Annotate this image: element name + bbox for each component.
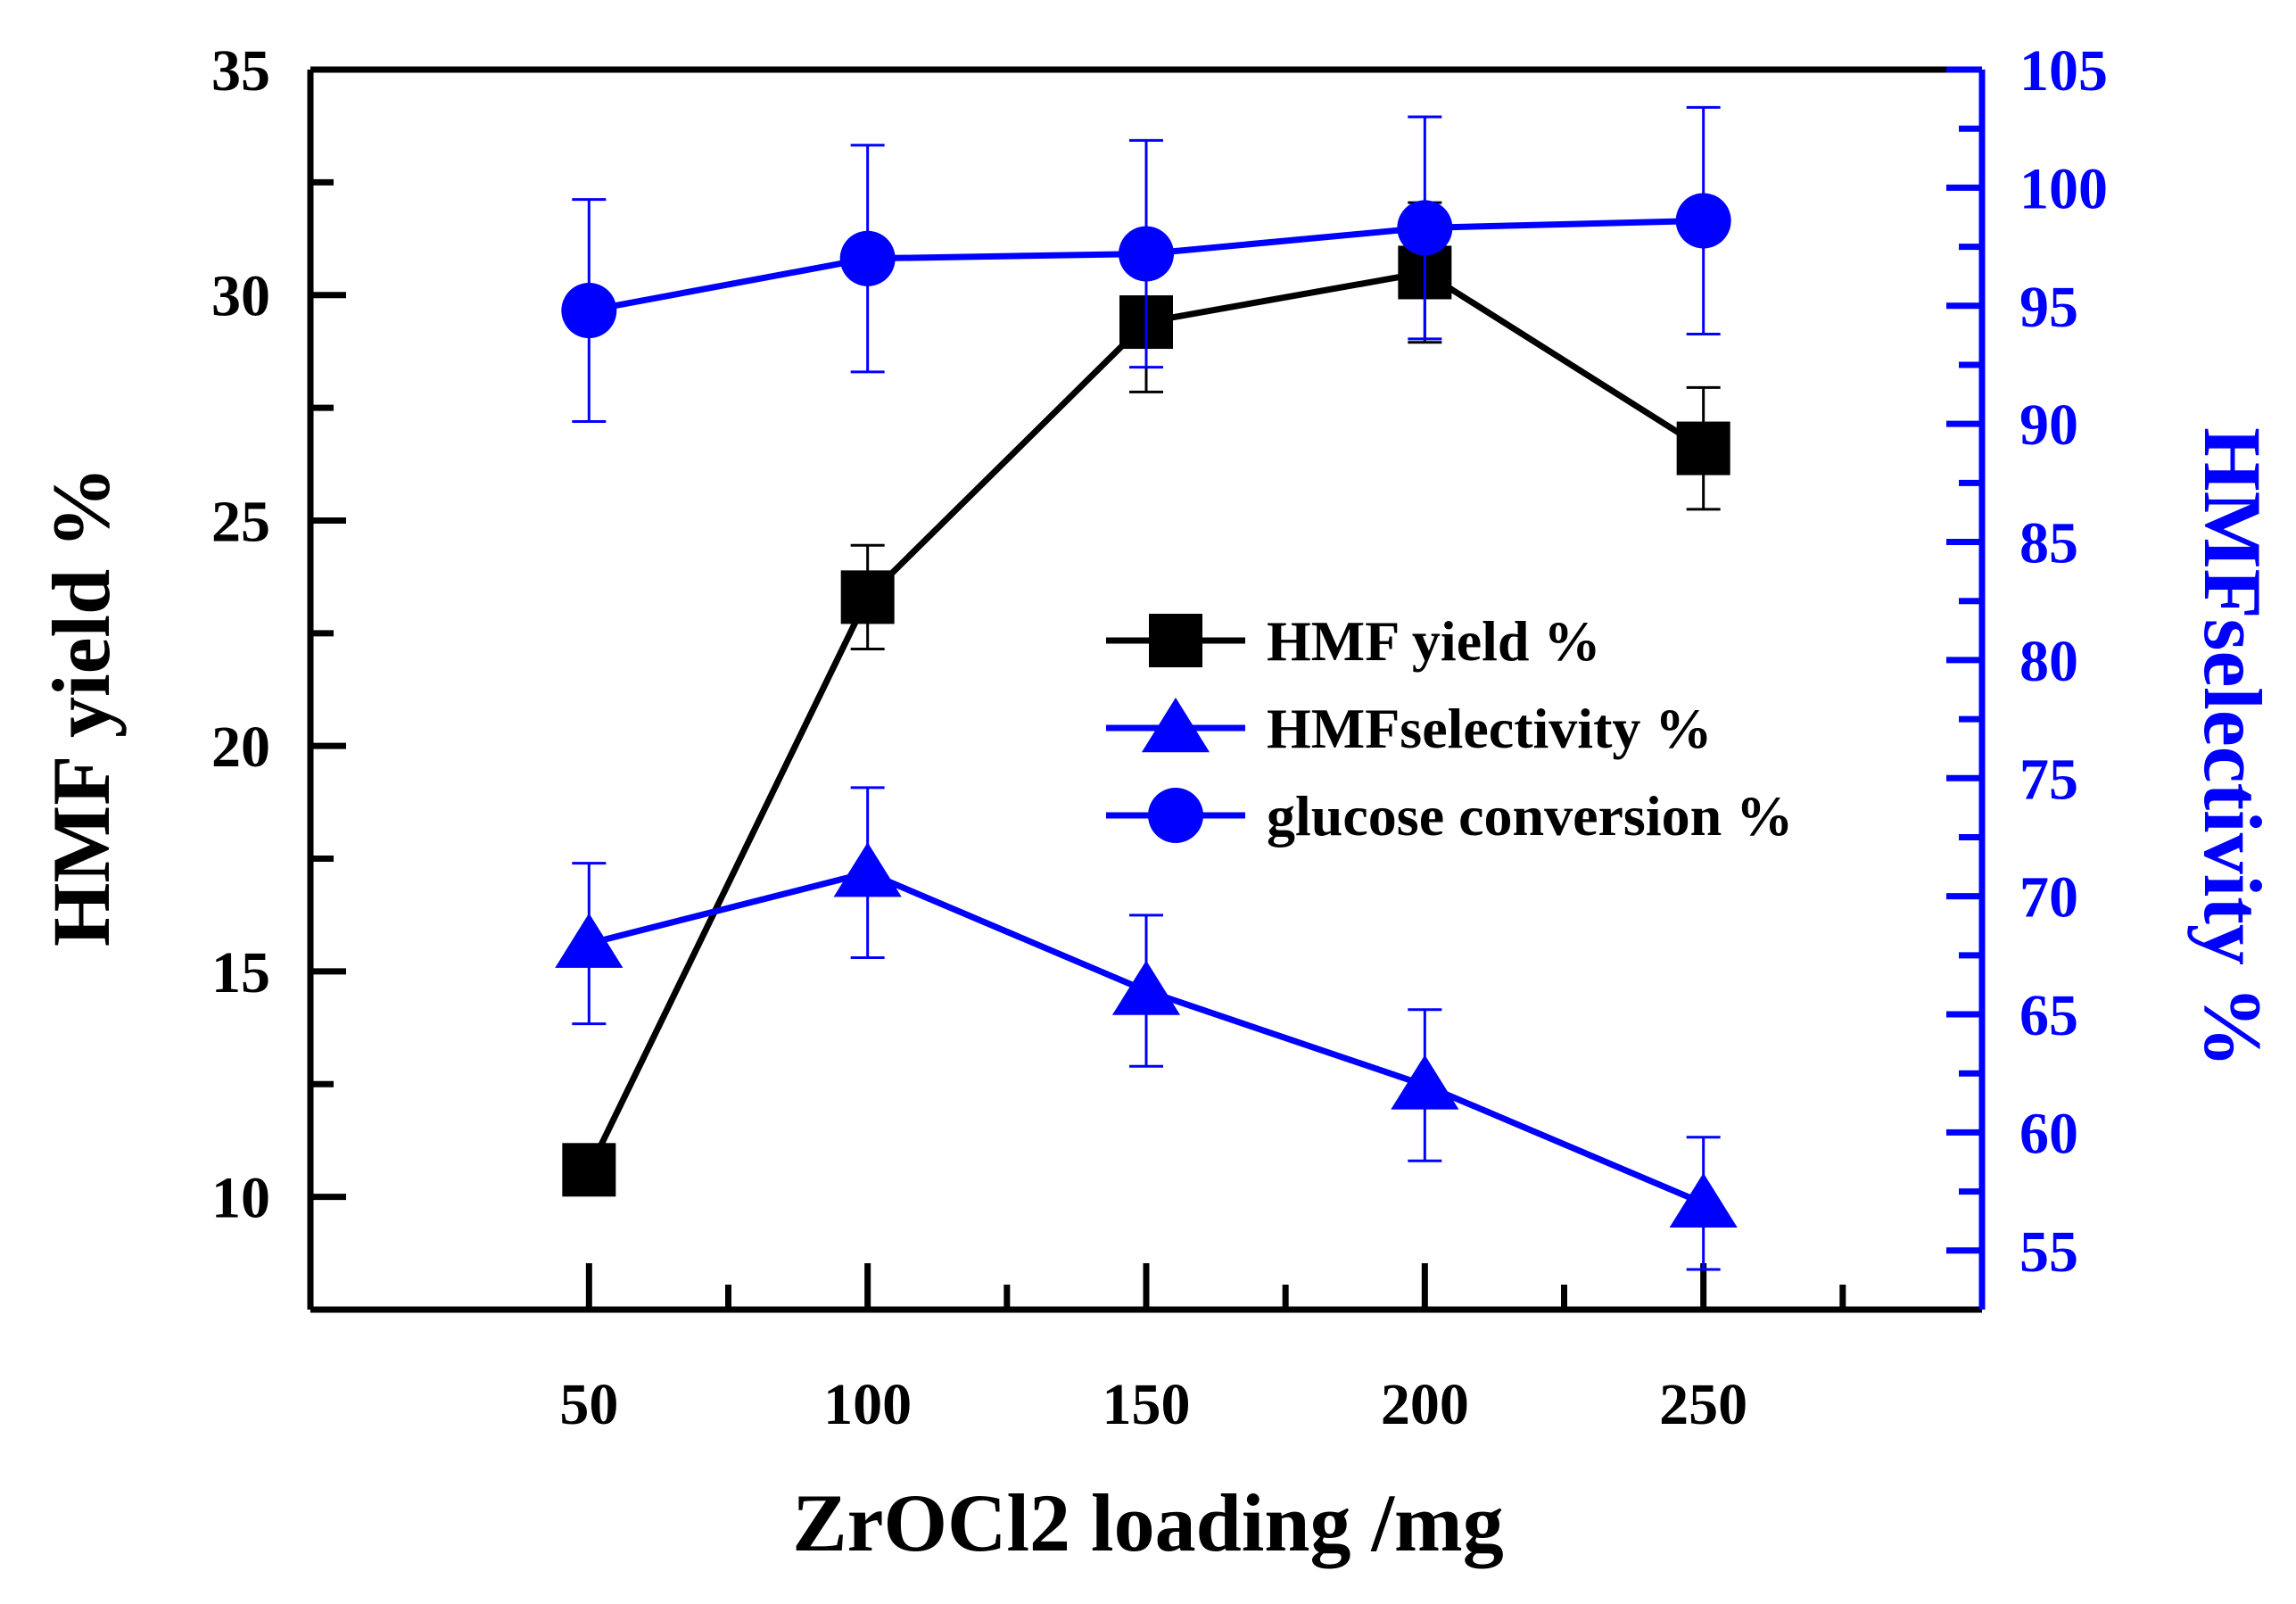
x-tick-label: 100 [823, 1372, 912, 1437]
y-right-tick-label: 55 [2019, 1220, 2078, 1285]
data-point [555, 913, 624, 968]
data-point [1676, 421, 1730, 475]
x-tick-label: 150 [1103, 1372, 1191, 1437]
x-axis-label: ZrOCl2 loading /mg [792, 1477, 1503, 1568]
legend-label: HMFselectivity % [1267, 697, 1712, 760]
y-right-tick-label: 60 [2019, 1101, 2078, 1166]
y-axis-right-label: HMFselectivity % [2187, 427, 2278, 1068]
y-axis-left-label: HMF yield % [36, 467, 127, 947]
y-right-tick-label: 75 [2019, 747, 2078, 812]
y-left-tick-label: 15 [211, 940, 270, 1005]
x-tick-label: 200 [1381, 1372, 1469, 1437]
y-right-tick-label: 105 [2019, 38, 2108, 103]
data-point [1675, 193, 1731, 249]
y-left-tick-label: 35 [211, 38, 270, 103]
data-point [562, 1143, 616, 1197]
labels-layer: ZrOCl2 loading /mg HMF yield % HMFselect… [36, 427, 2278, 1568]
data-point [1397, 200, 1453, 256]
x-tick-label: 50 [559, 1372, 618, 1437]
legend-marker [1149, 614, 1202, 667]
legend-entry: HMF yield % [1106, 609, 1600, 673]
data-point [1669, 1172, 1738, 1228]
legend-entry: HMFselectivity % [1106, 697, 1712, 760]
legend: HMF yield % HMFselectivity % glucose conve… [1106, 609, 1793, 847]
y-right-tick-label: 80 [2019, 629, 2078, 694]
y-left-tick-label: 10 [211, 1166, 270, 1231]
legend-entry: glucose conversion % [1106, 784, 1793, 847]
legend-marker [1141, 698, 1210, 753]
data-point [839, 230, 896, 286]
y-left-tick-label: 25 [211, 489, 270, 554]
series-2 [561, 105, 1731, 423]
y-right-tick-label: 90 [2019, 393, 2078, 458]
x-tick-label: 250 [1659, 1372, 1747, 1437]
y-right-tick-label: 100 [2019, 156, 2108, 221]
y-left-tick-label: 30 [211, 264, 270, 329]
y-right-tick-label: 70 [2019, 865, 2078, 930]
series-1 [555, 786, 1738, 1271]
y-right-tick-label: 65 [2019, 983, 2078, 1048]
data-point [1111, 960, 1181, 1015]
legend-label: HMF yield % [1267, 609, 1600, 673]
data-point [840, 570, 895, 624]
data-point [1119, 226, 1174, 282]
data-point [561, 283, 617, 339]
legend-marker [1148, 788, 1203, 843]
series-layer [555, 105, 1738, 1271]
data-point [1391, 1054, 1459, 1110]
data-point [833, 842, 902, 897]
y-left-tick-label: 20 [211, 715, 270, 780]
y-right-tick-label: 85 [2019, 511, 2078, 576]
legend-label: glucose conversion % [1267, 784, 1793, 847]
y-right-tick-label: 95 [2019, 275, 2078, 340]
axes-layer: 50 100 150 200 250 10 15 20 25 30 35 55 60 65 70 75 80 85… [211, 38, 2108, 1437]
